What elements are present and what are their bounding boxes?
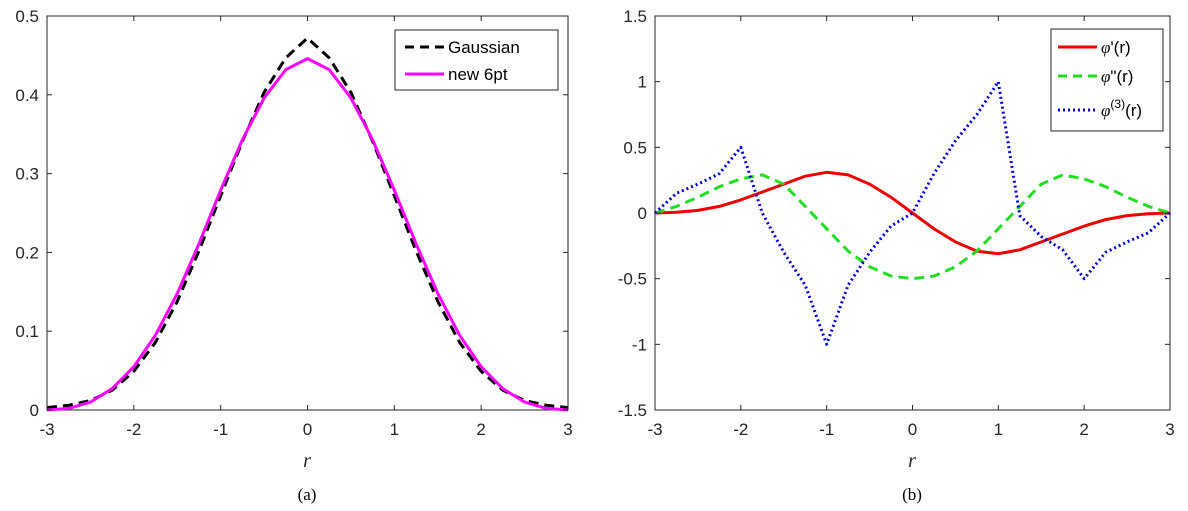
- panel-a: -3 -2 -1 0 1 2 3 0 0.1 0.2 0.3 0.4 0.5 r (a) Gaussia…: [15, 7, 572, 504]
- y-tick-label: 0: [30, 401, 39, 420]
- x-tick-label: 1: [390, 420, 399, 439]
- series-line-a-0: [46, 36, 569, 410]
- x-tick-label: 2: [476, 420, 485, 439]
- y-tick-label: -1: [632, 335, 647, 354]
- x-tick-label: 0: [908, 420, 917, 439]
- y-tick-label: 1: [638, 73, 647, 92]
- x-tick-label: -2: [733, 420, 748, 439]
- legend-a: Gaussian new 6pt: [394, 29, 559, 91]
- y-tick-label: 0.2: [15, 243, 39, 262]
- y-tick-label: -1.5: [618, 401, 647, 420]
- x-axis-label-a: r: [303, 450, 311, 472]
- x-axis-label-b: r: [908, 450, 916, 472]
- y-tick-label: 0.3: [15, 165, 39, 184]
- series-group-a: [46, 36, 569, 412]
- x-tick-label: -2: [126, 420, 141, 439]
- y-tick-label: -0.5: [618, 270, 647, 289]
- x-tick-label: 0: [303, 420, 312, 439]
- series-line-b-0: [654, 170, 1171, 256]
- y-tick-label: 0: [638, 204, 647, 223]
- series-line-b-2: [653, 80, 1172, 346]
- legend-b: φ'(r) φ"(r) φ(3)(r): [1050, 28, 1164, 132]
- series-group-b: [653, 80, 1172, 346]
- caption-a: (a): [298, 485, 317, 504]
- legend-label-phi2: φ"(r): [1101, 67, 1133, 86]
- y-tick-label: 0.4: [15, 86, 39, 105]
- y-tick-label: 1.5: [623, 7, 647, 26]
- y-tick-label: 0.1: [15, 322, 39, 341]
- y-tick-label: 0.5: [15, 7, 39, 26]
- x-tick-label: 3: [1165, 420, 1174, 439]
- legend-box-a: [394, 29, 559, 91]
- x-tick-label: 2: [1079, 420, 1088, 439]
- x-tick-label: 1: [994, 420, 1003, 439]
- x-tick-label: -1: [213, 420, 228, 439]
- legend-label-phi1: φ'(r): [1101, 38, 1131, 57]
- caption-b: (b): [902, 485, 922, 504]
- series-line-a-1: [46, 57, 569, 412]
- tick-labels-b: -3 -2 -1 0 1 2 3 -1.5 -1 -0.5 0 0.5 1 1.5: [618, 7, 1175, 439]
- x-tick-label: 3: [563, 420, 572, 439]
- legend-label-gaussian: Gaussian: [448, 38, 520, 57]
- tick-labels-a: -3 -2 -1 0 1 2 3 0 0.1 0.2 0.3 0.4 0.5: [15, 7, 572, 439]
- legend-label-phi3: φ(3)(r): [1101, 97, 1142, 120]
- x-tick-label: -1: [819, 420, 834, 439]
- legend-label-new-6pt: new 6pt: [448, 65, 508, 84]
- x-tick-label: -3: [647, 420, 662, 439]
- y-tick-label: 0.5: [623, 138, 647, 157]
- x-tick-label: -3: [39, 420, 54, 439]
- panel-b: -3 -2 -1 0 1 2 3 -1.5 -1 -0.5 0 0.5 1 1.5 r (b) φ'(r)…: [618, 7, 1175, 504]
